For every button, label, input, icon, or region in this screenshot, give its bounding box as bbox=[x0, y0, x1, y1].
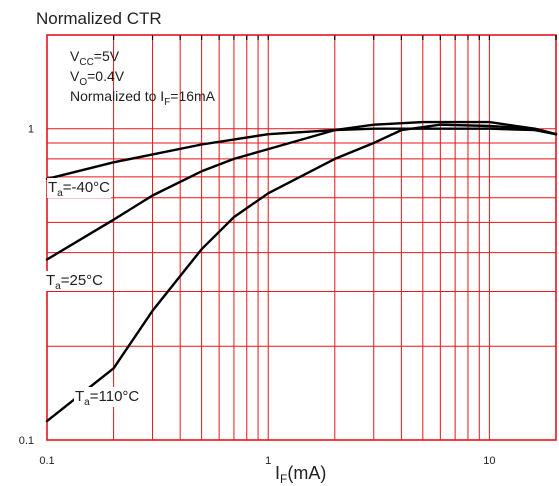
series-label-bg bbox=[47, 178, 112, 198]
series-label: Ta=110°C bbox=[75, 388, 139, 408]
axis-ticks: 0.1 1 10 1 0.1 bbox=[19, 124, 496, 467]
x-tick-label: 10 bbox=[483, 455, 495, 467]
x-tick-label: 0.1 bbox=[39, 455, 54, 467]
series-label: Ta=25°C bbox=[46, 272, 103, 292]
condition-line: Normalized to IF=16mA bbox=[70, 88, 216, 108]
series-label-bg bbox=[45, 271, 105, 291]
y-tick-label: 1 bbox=[28, 124, 34, 136]
curve-series bbox=[45, 120, 558, 261]
x-tick-label: 1 bbox=[265, 455, 271, 467]
series-label: Ta=-40°C bbox=[48, 179, 110, 199]
condition-line: VCC=5V bbox=[70, 48, 120, 68]
x-axis-label: IF(mA) bbox=[275, 463, 326, 486]
chart-title: Normalized CTR bbox=[36, 9, 162, 28]
y-tick-label: 0.1 bbox=[19, 435, 34, 447]
curve-series bbox=[45, 127, 558, 181]
curves: Ta=-40°C Ta=25°C Ta=110°C bbox=[45, 120, 558, 423]
condition-line: VO=0.4V bbox=[70, 68, 125, 88]
curve-series bbox=[45, 123, 558, 423]
series-label-bg bbox=[74, 387, 141, 407]
